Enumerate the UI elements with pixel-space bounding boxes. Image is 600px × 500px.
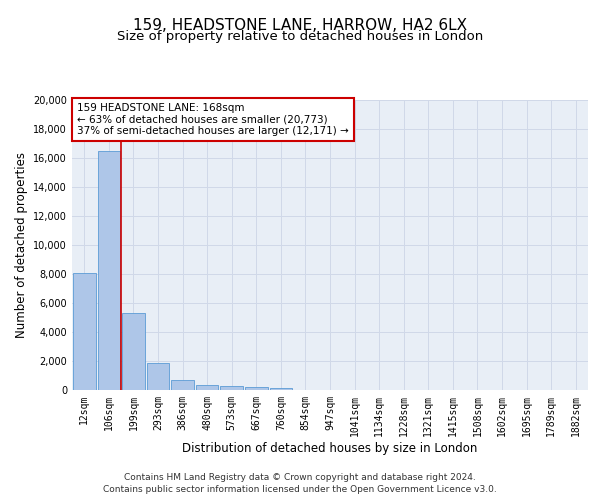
Bar xyxy=(73,272,95,390)
X-axis label: Distribution of detached houses by size in London: Distribution of detached houses by size … xyxy=(182,442,478,454)
Y-axis label: Number of detached properties: Number of detached properties xyxy=(15,152,28,338)
Bar xyxy=(196,385,218,390)
Text: Contains public sector information licensed under the Open Government Licence v3: Contains public sector information licen… xyxy=(103,485,497,494)
Bar xyxy=(220,386,243,390)
Bar xyxy=(146,363,169,390)
Text: Contains HM Land Registry data © Crown copyright and database right 2024.: Contains HM Land Registry data © Crown c… xyxy=(124,472,476,482)
Bar xyxy=(171,380,194,390)
Bar xyxy=(245,387,268,390)
Text: 159, HEADSTONE LANE, HARROW, HA2 6LX: 159, HEADSTONE LANE, HARROW, HA2 6LX xyxy=(133,18,467,32)
Bar xyxy=(98,151,120,390)
Bar xyxy=(269,388,292,390)
Bar xyxy=(122,313,145,390)
Text: 159 HEADSTONE LANE: 168sqm
← 63% of detached houses are smaller (20,773)
37% of : 159 HEADSTONE LANE: 168sqm ← 63% of deta… xyxy=(77,103,349,136)
Text: Size of property relative to detached houses in London: Size of property relative to detached ho… xyxy=(117,30,483,43)
